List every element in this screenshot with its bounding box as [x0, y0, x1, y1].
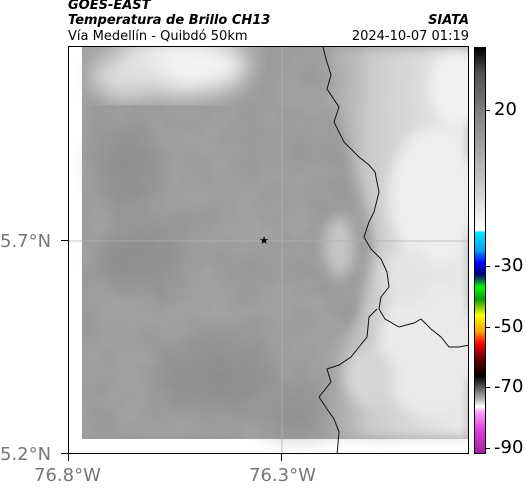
timestamp: 2024-10-07 01:19: [351, 29, 469, 44]
lon-tick-76-8: [68, 454, 69, 461]
colorbar-tick-20: [486, 110, 490, 111]
lat-label-5-2: 5.2°N: [0, 444, 52, 465]
colorbar-tick-minus30: [486, 266, 490, 267]
department-border-south: [318, 308, 378, 453]
agency-label: SIATA: [428, 13, 469, 28]
station-star-marker: ★: [259, 234, 269, 247]
colorbar-tick-minus90: [486, 448, 490, 449]
region-subtitle: Vía Medellín - Quibdó 50km: [68, 29, 248, 44]
image-raster: [82, 47, 468, 439]
satellite-map: ★: [68, 46, 469, 454]
colorbar-tick-minus50: [486, 327, 490, 328]
satellite-title: GOES-EAST: [68, 0, 151, 13]
lon-tick-76-3: [281, 454, 282, 461]
colorbar-label-minus50: -50: [494, 316, 524, 337]
lon-label-76-8: 76.8°W: [34, 465, 101, 486]
lat-label-5-7: 5.7°N: [0, 231, 52, 252]
lat-tick-5-2: [61, 453, 68, 454]
colorbar-label-minus70: -70: [494, 376, 524, 397]
colorbar-tick-minus70: [486, 387, 490, 388]
colorbar: [474, 47, 486, 454]
colorbar-label-minus90: -90: [494, 437, 524, 458]
colorbar-label-20: 20: [494, 99, 517, 120]
colorbar-label-minus30: -30: [494, 255, 524, 276]
lat-tick-5-7: [61, 240, 68, 241]
brightness-temperature-image: ★: [69, 47, 468, 453]
lon-label-76-3: 76.3°W: [249, 465, 316, 486]
department-border: [322, 47, 468, 348]
product-title: Temperatura de Brillo CH13: [68, 13, 271, 28]
